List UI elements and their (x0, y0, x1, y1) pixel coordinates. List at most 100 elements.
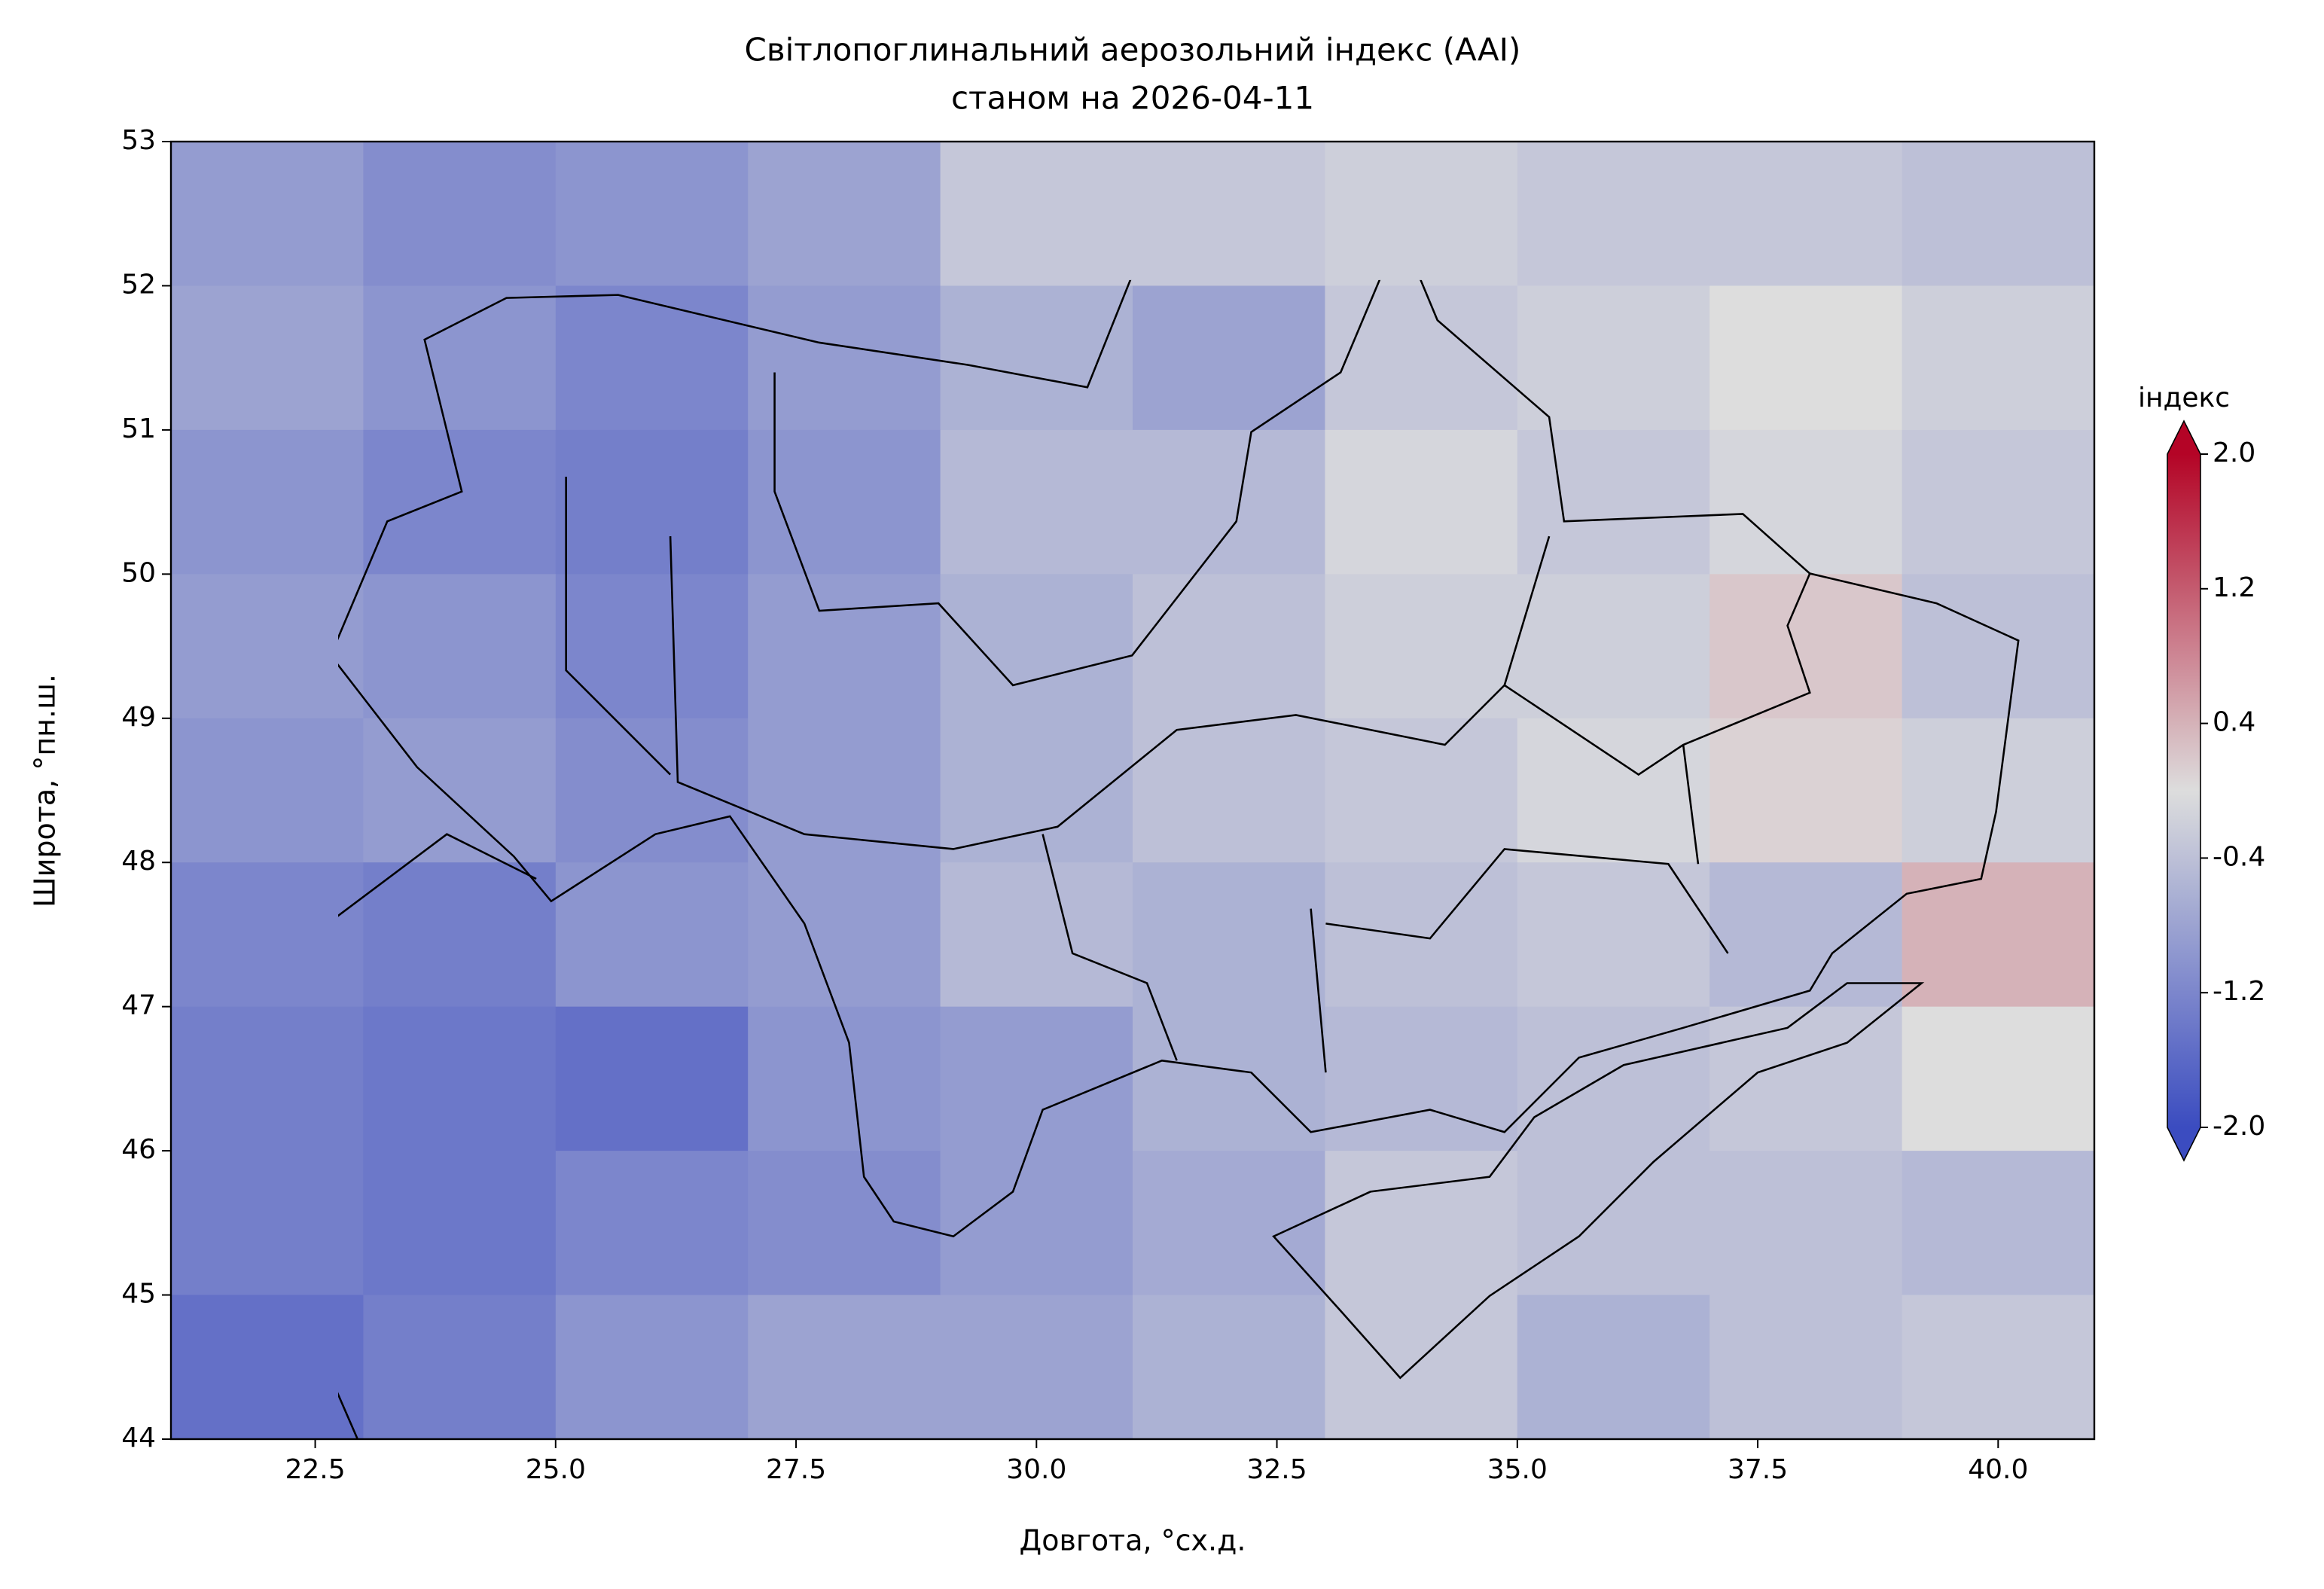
cell (1709, 1151, 1903, 1296)
cell (1902, 574, 2094, 719)
cell (1902, 429, 2094, 575)
cell (555, 574, 749, 719)
cell (1709, 1006, 1903, 1151)
x-tick-label: 37.5 (1728, 1454, 1788, 1485)
cell (1709, 574, 1903, 719)
cell (171, 574, 364, 719)
colorbar-extend-low (2167, 1127, 2200, 1160)
cell (1133, 1151, 1325, 1296)
cell (940, 429, 1133, 575)
cell (940, 1151, 1133, 1296)
plot-frame (169, 140, 2096, 1441)
cell (1133, 574, 1325, 719)
cell (1133, 142, 1325, 286)
cell (363, 1151, 557, 1296)
cell (363, 285, 557, 431)
cell (1325, 1151, 1518, 1296)
cell (555, 1151, 749, 1296)
coast (338, 833, 537, 1440)
colorbar-tick-label: -0.4 (2213, 841, 2265, 872)
y-tick-label: 48 (121, 846, 156, 877)
cell (555, 1006, 749, 1151)
cell (1902, 862, 2094, 1008)
cell (940, 862, 1133, 1008)
y-tick-label: 44 (121, 1423, 156, 1453)
cell (1517, 142, 1710, 286)
cell (171, 1295, 364, 1439)
cell (748, 429, 941, 575)
y-tick-label: 45 (121, 1279, 156, 1310)
cell (1325, 1006, 1518, 1151)
cell (1325, 1295, 1518, 1439)
x-tick-label: 32.5 (1246, 1454, 1307, 1485)
cell (940, 574, 1133, 719)
colorbar-tick-label: 1.2 (2213, 572, 2255, 603)
y-tick-label: 50 (121, 557, 156, 588)
x-tick-label: 30.0 (1006, 1454, 1066, 1485)
cell (1325, 429, 1518, 575)
cell (555, 285, 749, 431)
cell (748, 718, 941, 863)
cell (1709, 429, 1903, 575)
y-tick-label: 51 (121, 413, 156, 444)
colorbar-body (2167, 454, 2200, 1127)
cell (363, 718, 557, 863)
axes: 22.5 25.0 27.5 30.0 32.5 35.0 37.5 40.0 44 45 46 47… (121, 125, 2028, 1485)
cell (363, 142, 557, 286)
borders (338, 279, 2020, 1440)
cell (1517, 718, 1710, 863)
x-tick-label: 27.5 (766, 1454, 826, 1485)
cell (1325, 285, 1518, 431)
x-tick-label: 35.0 (1487, 1454, 1548, 1485)
cell (940, 1295, 1133, 1439)
cell (171, 285, 364, 431)
cell (1902, 1006, 2094, 1151)
cell (1709, 142, 1903, 286)
x-tick-label: 40.0 (1968, 1454, 2028, 1485)
region-border (565, 279, 1811, 1073)
cell (940, 285, 1133, 431)
cell (748, 862, 941, 1008)
y-tick-label: 53 (121, 125, 156, 156)
cell (171, 142, 364, 286)
cell (748, 1295, 941, 1439)
colorbar-tick-label: -2.0 (2213, 1111, 2265, 1142)
colorbar-extend-high (2167, 421, 2200, 454)
cell (1133, 285, 1325, 431)
cell (1133, 1006, 1325, 1151)
cell (171, 1151, 364, 1296)
cell (1133, 862, 1325, 1008)
cell (940, 718, 1133, 863)
cell (940, 142, 1133, 286)
cell (1133, 429, 1325, 575)
cell (171, 1006, 364, 1151)
cell (1133, 1295, 1325, 1439)
cell (748, 1151, 941, 1296)
cell (555, 142, 749, 286)
cell (1133, 718, 1325, 863)
cell (1902, 142, 2094, 286)
cell (1517, 574, 1710, 719)
cell (1902, 1295, 2094, 1439)
cell (171, 862, 364, 1008)
cell (1517, 1151, 1710, 1296)
cell (1517, 1006, 1710, 1151)
cell (171, 718, 364, 863)
cell (1517, 862, 1710, 1008)
cell (1709, 862, 1903, 1008)
cell (1517, 1295, 1710, 1439)
x-axis-label: Довгота, °сх.д. (1020, 1524, 1246, 1557)
y-tick-label: 52 (121, 269, 156, 300)
colorbar-tick-label: 0.4 (2213, 707, 2255, 738)
colorbar-tick-label: 2.0 (2213, 438, 2255, 468)
y-tick-label: 49 (121, 702, 156, 733)
cell (1709, 718, 1903, 863)
cell (555, 1295, 749, 1439)
cell (940, 1006, 1133, 1151)
colorbar: індекс -2.0 -1.2 -0.4 0.4 1.2 2.0 (2138, 383, 2265, 1162)
cell (363, 1295, 557, 1439)
cell (1325, 718, 1518, 863)
cell (363, 1006, 557, 1151)
